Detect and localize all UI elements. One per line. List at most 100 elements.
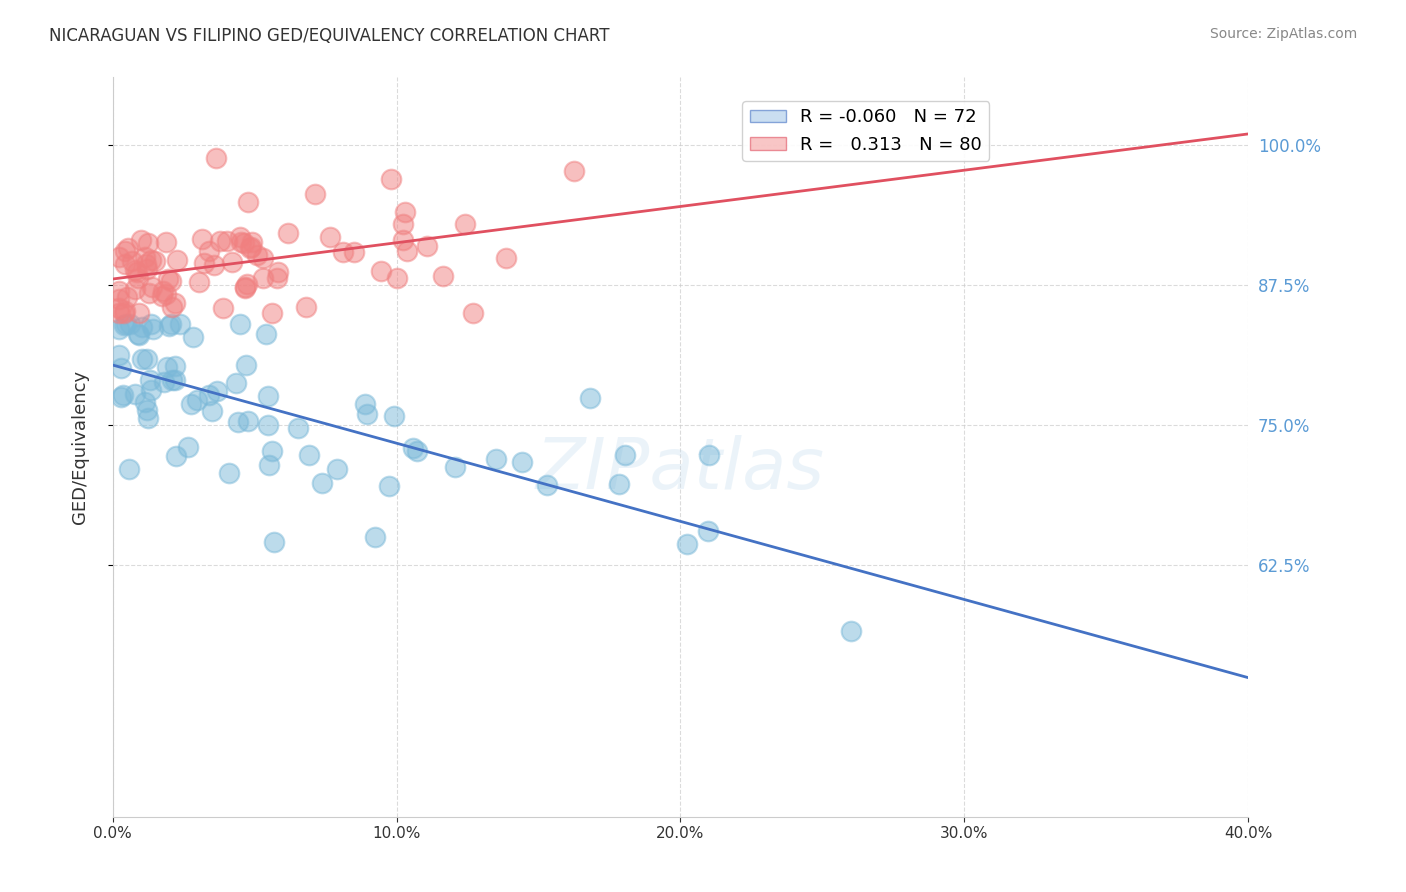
Point — [233, 281, 256, 295]
Point — [254, 326, 277, 341]
Point — [108, 348, 131, 362]
Point — [128, 328, 150, 343]
Point — [198, 388, 221, 402]
Point — [266, 271, 288, 285]
Point — [406, 444, 429, 458]
Point — [239, 240, 262, 254]
Point — [432, 268, 454, 283]
Text: Source: ZipAtlas.com: Source: ZipAtlas.com — [1209, 27, 1357, 41]
Point — [110, 390, 132, 404]
Point — [136, 262, 159, 277]
Point — [188, 275, 211, 289]
Point — [160, 317, 183, 331]
Point — [257, 389, 280, 403]
Point — [536, 478, 558, 492]
Point — [138, 285, 160, 300]
Point — [356, 407, 378, 421]
Point — [156, 360, 179, 375]
Point — [128, 305, 150, 319]
Point — [143, 254, 166, 268]
Point — [181, 330, 204, 344]
Point — [107, 322, 129, 336]
Point — [117, 462, 139, 476]
Point — [139, 373, 162, 387]
Point — [252, 252, 274, 266]
Point — [257, 417, 280, 432]
Point — [114, 304, 136, 318]
Point — [136, 403, 159, 417]
Point — [392, 217, 415, 231]
Point — [211, 301, 233, 315]
Point — [461, 305, 484, 319]
Point — [260, 305, 283, 319]
Point — [204, 258, 226, 272]
Point — [839, 624, 862, 638]
Point — [131, 320, 153, 334]
Point — [233, 280, 256, 294]
Point — [392, 233, 415, 247]
Point — [332, 244, 354, 259]
Point — [364, 530, 387, 544]
Point — [235, 359, 257, 373]
Point — [385, 271, 408, 285]
Point — [160, 300, 183, 314]
Y-axis label: GED/Equivalency: GED/Equivalency — [72, 370, 89, 524]
Point — [236, 414, 259, 428]
Point — [136, 352, 159, 367]
Point — [139, 252, 162, 267]
Point — [134, 395, 156, 409]
Point — [215, 234, 238, 248]
Point — [112, 318, 135, 333]
Point — [228, 317, 250, 331]
Point — [110, 360, 132, 375]
Point — [326, 462, 349, 476]
Point — [166, 450, 188, 464]
Point — [287, 421, 309, 435]
Point — [160, 372, 183, 386]
Point — [263, 535, 285, 549]
Point — [229, 230, 252, 244]
Point — [107, 284, 129, 298]
Point — [495, 251, 517, 265]
Point — [107, 250, 129, 264]
Point — [193, 255, 215, 269]
Point — [124, 282, 146, 296]
Point — [267, 265, 290, 279]
Point — [142, 321, 165, 335]
Point — [136, 411, 159, 425]
Point — [696, 524, 718, 538]
Point — [239, 241, 262, 255]
Point — [510, 454, 533, 468]
Point — [236, 194, 259, 209]
Point — [579, 391, 602, 405]
Point — [218, 466, 240, 480]
Point — [139, 317, 162, 331]
Point — [236, 277, 259, 292]
Point — [444, 459, 467, 474]
Point — [155, 287, 177, 301]
Point — [252, 271, 274, 285]
Point — [157, 318, 180, 333]
Point — [127, 265, 149, 279]
Point — [562, 164, 585, 178]
Point — [180, 397, 202, 411]
Point — [165, 296, 187, 310]
Point — [319, 230, 342, 244]
Point — [186, 393, 208, 408]
Point — [607, 476, 630, 491]
Point — [343, 244, 366, 259]
Point — [205, 384, 228, 398]
Point — [129, 233, 152, 247]
Point — [191, 232, 214, 246]
Point — [614, 448, 637, 462]
Point — [107, 305, 129, 319]
Point — [262, 443, 284, 458]
Point — [396, 244, 419, 258]
Point — [107, 301, 129, 316]
Point — [225, 376, 247, 390]
Point — [163, 359, 186, 374]
Text: ZIPatlas: ZIPatlas — [536, 434, 825, 504]
Point — [169, 317, 191, 331]
Point — [198, 244, 221, 258]
Point — [131, 352, 153, 367]
